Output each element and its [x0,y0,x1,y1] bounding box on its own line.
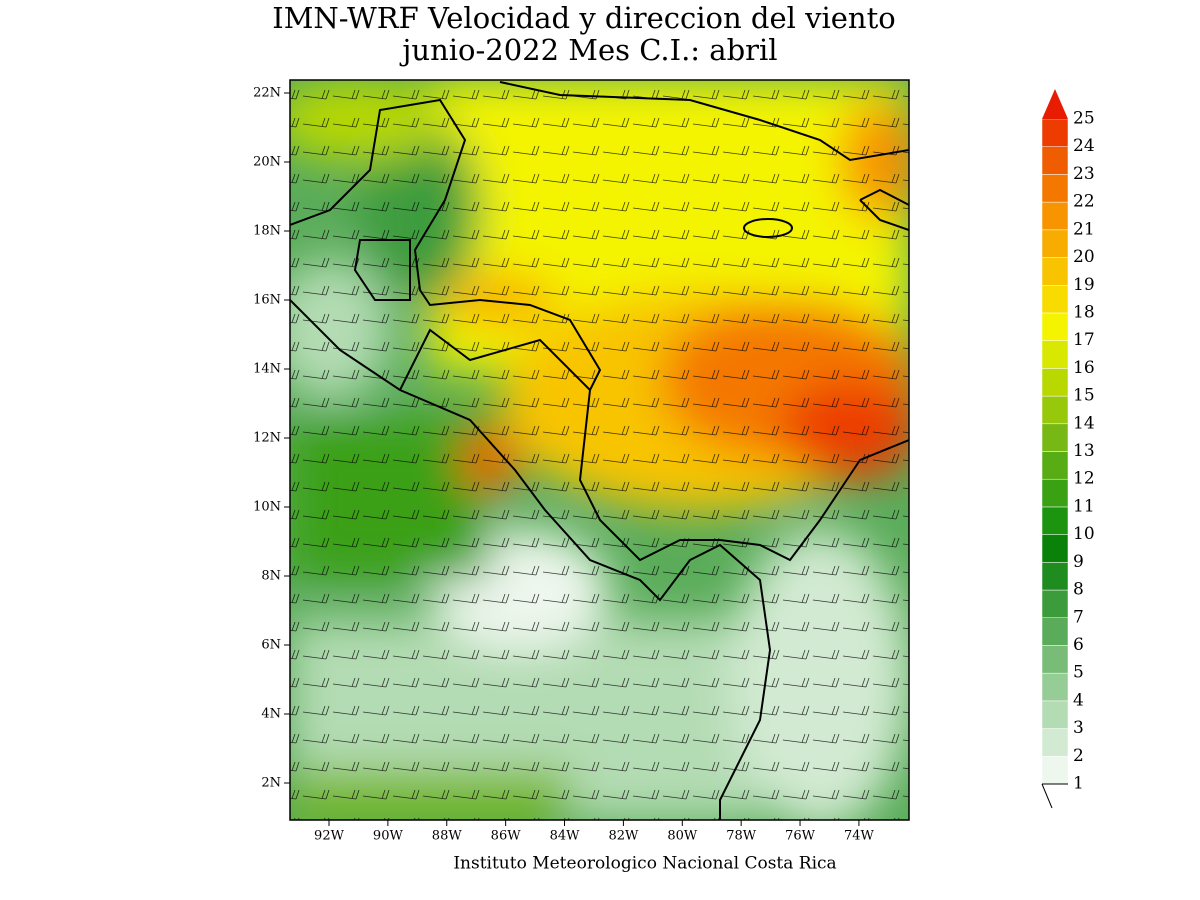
lat-label: 14N [253,362,281,377]
footer: Instituto Meteorologico Nacional Costa R… [453,854,836,874]
colorbar-label: 16 [1073,358,1095,378]
lon-label: 90W [373,829,404,844]
lon-label: 82W [608,829,639,844]
lat-label: 6N [261,638,281,653]
colorbar-label: 10 [1073,524,1095,544]
lon-label: 86W [491,829,522,844]
colorbar-box [1041,368,1069,397]
colorbar-label: 24 [1073,136,1095,156]
colorbar-label: 11 [1073,496,1095,516]
colorbar-box [1041,700,1069,729]
colorbar-label: 3 [1073,718,1084,738]
colorbar-label: 19 [1073,275,1095,295]
colorbar-box [1041,506,1069,535]
lat-label: 8N [261,569,281,584]
colorbar-label: 18 [1073,302,1095,322]
lon-label: 76W [785,829,816,844]
colorbar-box [1041,174,1069,203]
colorbar-label: 4 [1073,690,1084,710]
colorbar-label: 13 [1073,441,1095,461]
colorbar-label: 25 [1073,109,1095,129]
colorbar-box [1041,756,1069,785]
lat-label: 16N [253,293,281,308]
map-frame [289,79,910,821]
colorbar-box [1041,478,1069,508]
lon-label: 92W [314,829,345,844]
colorbar-label: 23 [1073,164,1095,184]
colorbar-box [1041,229,1069,258]
colorbar-label: 14 [1073,413,1095,433]
colorbar-box [1041,201,1069,231]
wind-map [290,80,909,820]
lon-label: 88W [432,829,463,844]
colorbar-box [1041,645,1069,674]
colorbar-box [1041,423,1069,452]
colorbar-label: 5 [1073,663,1084,683]
title: IMN-WRF Velocidad y direccion del viento [272,1,895,35]
colorbar-box [1041,562,1069,591]
subtitle: junio-2022 Mes C.I.: abril [399,33,777,67]
colorbar-label: 12 [1073,469,1095,489]
lat-label: 20N [253,155,281,170]
lat-label: 12N [253,431,281,446]
lat-label: 22N [253,86,281,101]
colorbar-box [1041,672,1069,702]
colorbar-label: 8 [1073,580,1084,600]
colorbar-label: 17 [1073,330,1095,350]
lat-label: 4N [261,707,281,722]
colorbar-box [1041,285,1069,314]
lat-label: 18N [253,224,281,239]
colorbar-label: 6 [1073,635,1084,655]
colorbar-box [1041,617,1069,646]
colorbar-box [1041,340,1069,369]
colorbar-box [1041,728,1069,757]
lon-label: 78W [726,829,757,844]
colorbar-box [1041,395,1069,425]
colorbar-box [1041,146,1069,175]
colorbar-tail [1041,783,1068,809]
colorbar-label: 15 [1073,386,1095,406]
colorbar-label: 2 [1073,746,1084,766]
colorbar-label: 21 [1073,219,1095,239]
colorbar-box [1041,312,1069,341]
lon-label: 74W [844,829,875,844]
colorbar-arrow [1042,89,1068,119]
colorbar-box [1041,534,1069,563]
colorbar-label: 9 [1073,552,1084,572]
lon-label: 84W [550,829,581,844]
colorbar-label: 7 [1073,607,1084,627]
colorbar-box [1041,257,1069,286]
colorbar-label: 20 [1073,247,1095,267]
colorbar-box [1041,451,1069,480]
lat-label: 2N [261,776,281,791]
lat-label: 10N [253,500,281,515]
colorbar-label: 1 [1073,774,1084,794]
colorbar-box [1041,118,1069,147]
colorbar-label: 22 [1073,192,1095,212]
colorbar-box [1041,589,1069,619]
lon-label: 80W [667,829,698,844]
